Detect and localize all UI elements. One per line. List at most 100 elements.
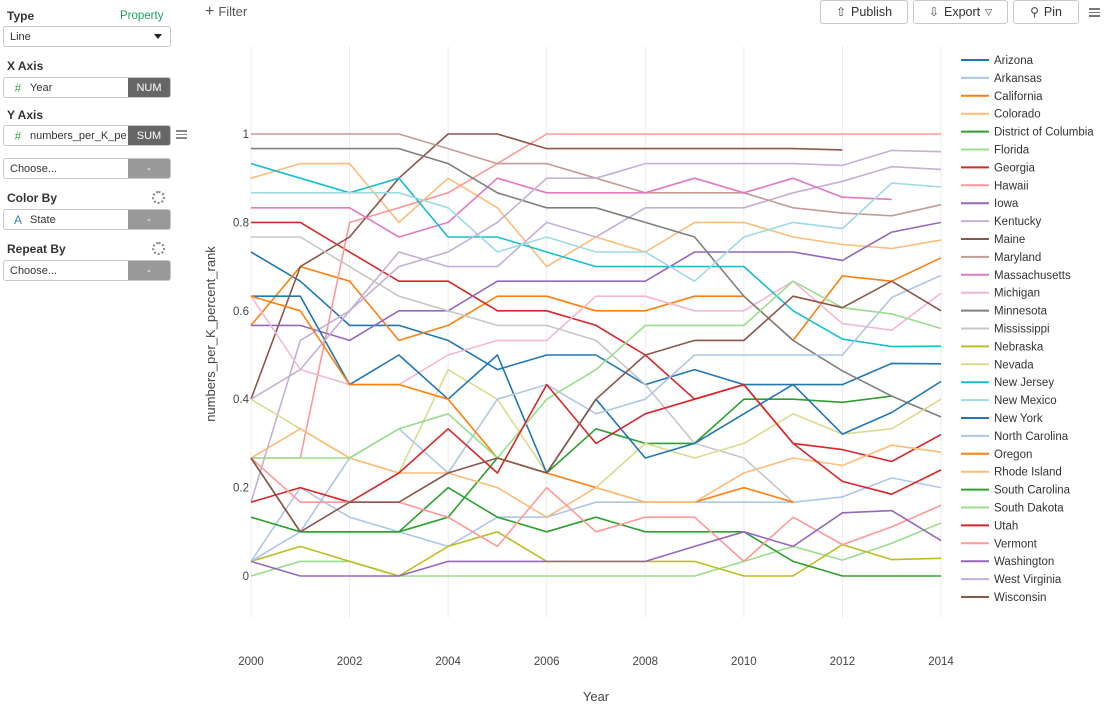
- series-line-washington: [250, 509, 942, 577]
- legend-item-wisconsin[interactable]: Wisconsin: [961, 592, 1046, 604]
- legend-item-arkansas[interactable]: Arkansas: [961, 73, 1042, 85]
- y-tick-label: 0.4: [233, 394, 250, 406]
- legend-item-south-carolina[interactable]: South Carolina: [961, 485, 1071, 497]
- x-axis-type-tag[interactable]: NUM: [128, 78, 170, 97]
- series-line-west-virginia: [250, 149, 942, 400]
- legend-item-utah[interactable]: Utah: [961, 520, 1018, 532]
- legend-item-oregon[interactable]: Oregon: [961, 449, 1032, 461]
- legend-item-mississippi[interactable]: Mississippi: [961, 324, 1050, 336]
- legend-label: Utah: [994, 520, 1018, 532]
- color-by-field[interactable]: A State -: [3, 209, 171, 230]
- type-label: Type: [7, 9, 35, 23]
- legend-item-new-jersey[interactable]: New Jersey: [961, 377, 1054, 389]
- y-axis-aggregate-tag[interactable]: SUM: [128, 126, 170, 145]
- series-line-vermont: [250, 457, 942, 563]
- legend-label: Florida: [994, 145, 1030, 157]
- hash-icon: #: [14, 80, 22, 95]
- publish-button[interactable]: ⇧ Publish: [820, 0, 908, 24]
- chevron-down-icon: ▽: [985, 6, 993, 17]
- pin-button[interactable]: ⚲ Pin: [1013, 0, 1079, 24]
- export-button[interactable]: ⇩ Export ▽: [913, 0, 1008, 24]
- series-line-kentucky: [250, 165, 942, 503]
- y-axis-label: Y Axis: [7, 108, 44, 122]
- filter-label: Filter: [218, 4, 248, 19]
- legend-item-massachusetts[interactable]: Massachusetts: [961, 270, 1071, 282]
- download-icon: ⇩: [928, 5, 939, 19]
- x-axis-label: X Axis: [7, 59, 44, 73]
- legend-item-north-carolina[interactable]: North Carolina: [961, 431, 1069, 443]
- property-link[interactable]: Property: [120, 10, 164, 22]
- legend-label: Oregon: [994, 449, 1032, 461]
- legend-label: Massachusetts: [994, 270, 1071, 282]
- legend-item-kentucky[interactable]: Kentucky: [961, 216, 1042, 228]
- choose-placeholder: Choose...: [10, 264, 58, 277]
- legend-item-maryland[interactable]: Maryland: [961, 252, 1041, 264]
- legend-item-colorado[interactable]: Colorado: [961, 109, 1041, 121]
- legend-item-nebraska[interactable]: Nebraska: [961, 341, 1044, 353]
- series-line-maine: [250, 133, 843, 400]
- series-line-new-mexico: [251, 182, 942, 282]
- remove-button[interactable]: -: [128, 210, 170, 229]
- legend-item-maine[interactable]: Maine: [961, 234, 1025, 246]
- chart-legend: Arizona Arkansas California Colorado Distric…: [961, 55, 1094, 604]
- pin-label: Pin: [1043, 5, 1062, 19]
- legend-label: Maine: [994, 234, 1025, 246]
- series-line-mississippi: [251, 236, 794, 503]
- legend-label: South Dakota: [994, 503, 1064, 515]
- legend-item-south-dakota[interactable]: South Dakota: [961, 503, 1064, 515]
- repeat-by-label: Repeat By: [7, 242, 66, 256]
- legend-label: Michigan: [994, 288, 1040, 300]
- series-line-utah: [250, 383, 942, 503]
- menu-icon[interactable]: [1089, 6, 1100, 19]
- y-axis-field[interactable]: # numbers_per_K_pe SUM: [3, 125, 171, 146]
- series-line-new-jersey: [250, 162, 942, 348]
- y-tick-label: 0.6: [233, 306, 249, 318]
- remove-button[interactable]: -: [128, 261, 170, 280]
- legend-item-arizona[interactable]: Arizona: [961, 55, 1034, 67]
- series-line-south-dakota: [251, 280, 942, 459]
- legend-item-rhode-island[interactable]: Rhode Island: [961, 467, 1062, 479]
- legend-item-district-of-columbia[interactable]: District of Columbia: [961, 127, 1094, 139]
- repeat-by-field[interactable]: Choose... -: [3, 260, 171, 281]
- chart-type-value: Line: [10, 30, 31, 43]
- x-axis-title: Year: [583, 689, 610, 704]
- text-type-icon: A: [13, 212, 22, 227]
- filter-button[interactable]: + Filter: [205, 3, 247, 21]
- legend-item-minnesota[interactable]: Minnesota: [961, 306, 1048, 318]
- legend-item-nevada[interactable]: Nevada: [961, 359, 1034, 371]
- color-by-label: Color By: [7, 191, 58, 205]
- legend-item-west-virginia[interactable]: West Virginia: [961, 574, 1062, 586]
- legend-label: Kentucky: [994, 216, 1042, 228]
- series-line-rhode-island: [250, 428, 942, 518]
- series-line-minnesota: [251, 147, 942, 418]
- export-label: Export: [944, 5, 981, 19]
- legend-item-washington[interactable]: Washington: [961, 556, 1054, 568]
- gear-icon[interactable]: [152, 242, 165, 255]
- legend-item-iowa[interactable]: Iowa: [961, 198, 1019, 210]
- legend-item-new-mexico[interactable]: New Mexico: [961, 395, 1057, 407]
- y-axis-add-field[interactable]: Choose... -: [3, 158, 171, 179]
- series-line-georgia: [251, 221, 942, 463]
- legend-item-vermont[interactable]: Vermont: [961, 538, 1038, 550]
- series-line-wisconsin: [250, 280, 942, 533]
- y-axis-field-name: numbers_per_K_pe: [30, 129, 127, 142]
- legend-item-michigan[interactable]: Michigan: [961, 288, 1040, 300]
- legend-label: Hawaii: [994, 180, 1029, 192]
- series-line-iowa: [251, 221, 942, 342]
- legend-label: District of Columbia: [994, 127, 1094, 139]
- chart-type-select[interactable]: Line: [3, 26, 171, 47]
- publish-label: Publish: [851, 5, 893, 19]
- legend-label: Nevada: [994, 359, 1034, 371]
- legend-item-florida[interactable]: Florida: [961, 145, 1030, 157]
- series-line-south-carolina: [250, 457, 941, 577]
- series-line-massachusetts: [251, 177, 892, 238]
- legend-item-california[interactable]: California: [961, 91, 1043, 103]
- y-axis-menu-icon[interactable]: [176, 128, 187, 141]
- legend-item-georgia[interactable]: Georgia: [961, 162, 1036, 174]
- gear-icon[interactable]: [152, 191, 165, 204]
- legend-item-hawaii[interactable]: Hawaii: [961, 180, 1029, 192]
- y-axis-title: numbers_per_K_percent_rank: [203, 246, 218, 422]
- remove-button[interactable]: -: [128, 159, 170, 178]
- legend-item-new-york[interactable]: New York: [961, 413, 1043, 425]
- x-axis-field[interactable]: # Year NUM: [3, 77, 171, 98]
